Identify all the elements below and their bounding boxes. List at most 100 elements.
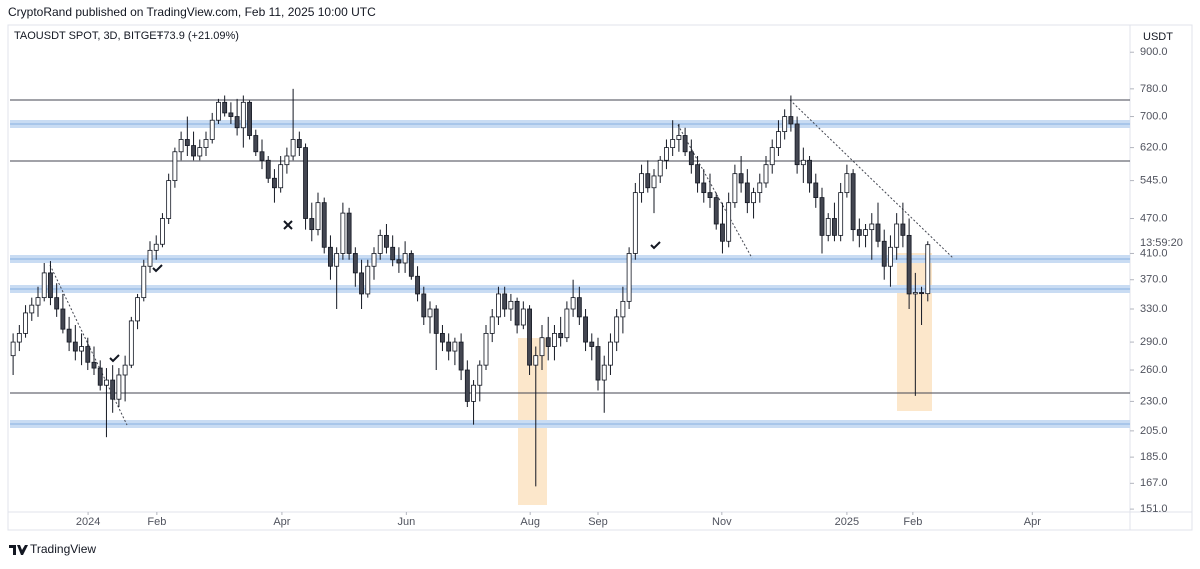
candle-body <box>477 364 483 386</box>
candle-body <box>757 182 763 194</box>
candle-body <box>377 234 383 254</box>
candle-body <box>240 101 246 129</box>
candle-body <box>396 259 402 264</box>
candle-body <box>440 332 445 343</box>
candle-body <box>576 297 582 318</box>
logo: TradingView <box>9 542 96 556</box>
candle-body <box>763 164 769 184</box>
y-tick-label: 185.0 <box>1140 451 1168 463</box>
candle-body <box>166 180 172 219</box>
candle-body <box>359 272 364 295</box>
candle-body <box>545 337 551 347</box>
legend-change: +73.9 (+21.09%) <box>157 30 239 42</box>
candle-body <box>776 131 781 149</box>
candle-body <box>421 293 427 318</box>
candle-body <box>751 192 756 204</box>
y-tick-label: 290.0 <box>1140 336 1168 348</box>
candle-body <box>614 316 620 343</box>
candle-body <box>645 173 651 189</box>
y-tick-label: 470.0 <box>1140 212 1168 224</box>
candle-body <box>726 202 732 242</box>
candle-body <box>732 173 738 204</box>
candle-body <box>738 173 744 184</box>
header-title: CryptoRand published on TradingView.com,… <box>8 5 376 19</box>
candle-body <box>408 253 414 277</box>
candle-body <box>713 197 719 225</box>
x-tick-label: Nov <box>712 516 732 528</box>
trendline <box>789 99 954 259</box>
candle-body <box>72 341 78 352</box>
candle-body <box>284 155 290 166</box>
candle-body <box>800 159 806 166</box>
candle-body <box>340 212 346 254</box>
y-tick-label: 330.0 <box>1140 303 1168 315</box>
candle-body <box>813 182 819 198</box>
candle-body <box>807 159 812 184</box>
time-axis: 2024 Feb Apr Jun Aug Sep Nov 2025 Feb Apr <box>76 512 1041 528</box>
candle-body <box>191 145 196 157</box>
candle-body <box>272 177 277 189</box>
candle-body <box>334 253 340 267</box>
check-mark <box>152 264 163 273</box>
candle-body <box>197 147 203 157</box>
logo-icon <box>9 545 28 555</box>
candle-body <box>651 175 657 189</box>
candle-body <box>141 265 147 299</box>
candle-body <box>682 135 688 153</box>
candle-body <box>782 116 788 133</box>
candle-body <box>570 297 576 310</box>
candle-body <box>881 240 887 267</box>
y-tick-label: 700.0 <box>1140 110 1168 122</box>
y-tick-label: 260.0 <box>1140 364 1168 376</box>
candle-body <box>97 367 103 386</box>
y-tick-label: 167.0 <box>1140 477 1168 489</box>
candle-body <box>303 147 308 219</box>
candle-body <box>489 316 495 334</box>
candle-body <box>446 341 452 352</box>
candle-body <box>483 332 489 366</box>
y-tick-label: 410.0 <box>1140 247 1168 259</box>
candle-body <box>838 192 844 236</box>
candle-body <box>552 332 557 347</box>
candle-body <box>415 275 420 295</box>
candle-body <box>222 101 228 114</box>
legend-symbol: TAOUSDT SPOT, 3D, BITGET <box>14 30 164 42</box>
candle-body <box>352 253 358 274</box>
candle-body <box>688 151 694 166</box>
x-tick-label: Feb <box>147 516 166 528</box>
candle-body <box>608 341 613 366</box>
candle-body <box>496 293 501 318</box>
candle-body <box>558 332 564 339</box>
candle-body <box>657 159 663 177</box>
candle-body <box>695 164 700 184</box>
candle-body <box>234 116 240 129</box>
candle-body <box>328 246 333 267</box>
candle-body <box>906 234 912 295</box>
currency: USDT <box>1143 31 1173 43</box>
candle-body <box>819 197 825 236</box>
candle-body <box>203 139 209 149</box>
candle-body <box>452 341 458 352</box>
x-tick-label: Sep <box>588 516 608 528</box>
candle-body <box>135 297 140 322</box>
candle-body <box>520 308 526 326</box>
check-mark <box>109 354 120 363</box>
frame <box>7 24 1193 531</box>
x-tick-label: Apr <box>273 516 290 528</box>
candle-body <box>35 297 41 306</box>
x-tick-label: 2024 <box>76 516 100 528</box>
candle-body <box>539 337 545 357</box>
candle-body <box>79 346 84 352</box>
footer-brand: TradingView <box>30 542 96 556</box>
candle-body <box>184 139 190 146</box>
candle-body <box>104 379 109 386</box>
candle-body <box>583 316 588 343</box>
candle-body <box>502 293 508 310</box>
price-axis: 900.0 780.0 700.0 620.0 545.0 470.0 410.0 370.0… <box>1130 46 1168 515</box>
x-tick-label: Aug <box>520 516 540 528</box>
x-tick-label: Jun <box>397 516 415 528</box>
candle-body <box>259 151 265 161</box>
candle-body <box>147 249 153 267</box>
candle-body <box>122 364 128 376</box>
